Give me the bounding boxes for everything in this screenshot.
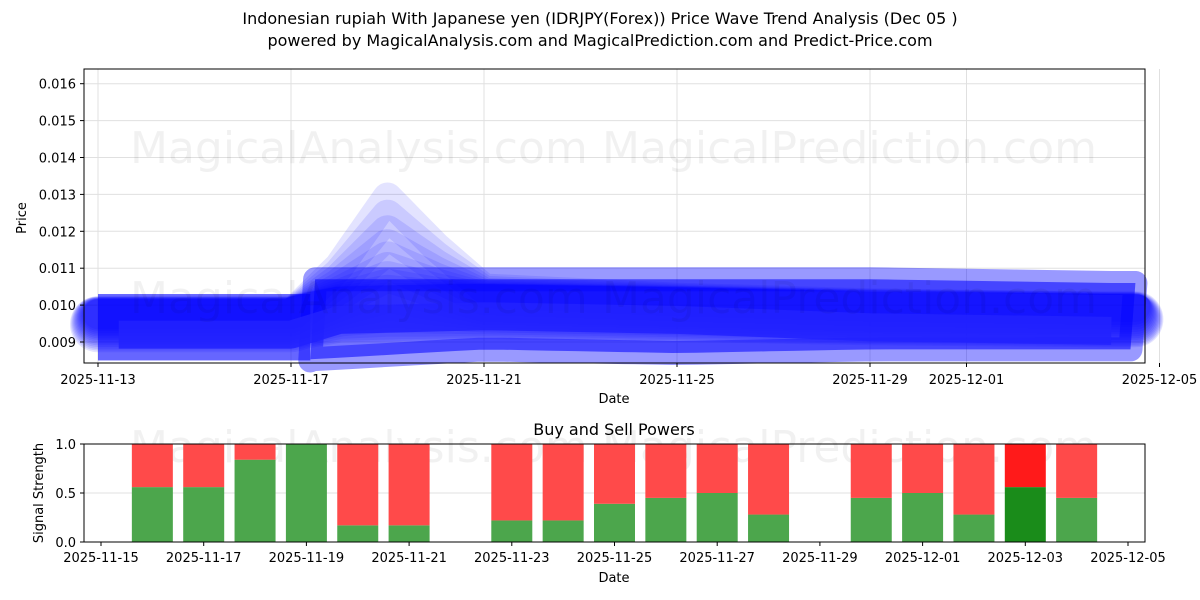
signal-bar [1005, 444, 1046, 542]
x-tick-label: 2025-12-01 [929, 373, 1005, 388]
signal-bar [389, 444, 430, 542]
signal-bar [132, 444, 173, 542]
sell-bar [235, 444, 276, 460]
buy-bar [286, 444, 327, 542]
sell-bar [543, 444, 584, 520]
watermark-top-right: MagicalPrediction.com [602, 123, 1097, 174]
buy-bar [389, 525, 430, 542]
buy-bar [543, 520, 584, 542]
buy-bar [953, 515, 994, 542]
buy-bar [183, 487, 224, 542]
x-tick-label: 2025-11-21 [371, 551, 447, 566]
price-wave-chart: MagicalAnalysis.com MagicalPrediction.co… [15, 69, 1197, 407]
signal-bar [1056, 444, 1097, 542]
y-tick-label: 0.0 [55, 536, 76, 551]
x-tick-label: 2025-12-05 [1122, 373, 1198, 388]
y-tick-label: 0.014 [39, 152, 76, 167]
bottom-ylabel: Signal Strength [32, 443, 47, 543]
sell-bar [183, 444, 224, 487]
signal-bar [902, 444, 943, 542]
y-tick-label: 1.0 [55, 438, 76, 453]
signal-bar [183, 444, 224, 542]
buy-bar [697, 493, 738, 542]
buy-bar [337, 525, 378, 542]
sell-bar [389, 444, 430, 525]
bottom-xlabel: Date [598, 571, 629, 586]
x-tick-label: 2025-12-03 [988, 551, 1064, 566]
sell-bar [953, 444, 994, 515]
top-ylabel: Price [15, 202, 30, 234]
y-tick-label: 0.012 [39, 225, 76, 240]
buy-bar [594, 504, 635, 542]
sell-bar [1056, 444, 1097, 498]
x-tick-label: 2025-11-25 [639, 373, 715, 388]
signal-bar [543, 444, 584, 542]
x-tick-label: 2025-11-21 [446, 373, 522, 388]
signal-bar [645, 444, 686, 542]
y-tick-label: 0.010 [39, 299, 76, 314]
x-tick-label: 2025-11-19 [269, 551, 345, 566]
buy-bar [748, 515, 789, 542]
signal-bar [235, 444, 276, 542]
sell-bar [491, 444, 532, 520]
sell-bar [851, 444, 892, 498]
x-tick-label: 2025-11-25 [577, 551, 653, 566]
y-tick-label: 0.5 [55, 487, 76, 502]
x-tick-label: 2025-11-15 [63, 551, 139, 566]
top-xlabel: Date [598, 392, 629, 407]
y-tick-label: 0.011 [39, 262, 76, 277]
y-tick-label: 0.013 [39, 188, 76, 203]
buy-bar [235, 460, 276, 542]
x-tick-label: 2025-11-29 [832, 373, 908, 388]
x-tick-label: 2025-12-05 [1090, 551, 1166, 566]
x-tick-label: 2025-11-17 [166, 551, 242, 566]
signal-bar [491, 444, 532, 542]
chart-canvas: MagicalAnalysis.com MagicalPrediction.co… [0, 0, 1200, 600]
sell-bar [902, 444, 943, 493]
x-tick-label: 2025-11-17 [253, 373, 329, 388]
sell-bar [594, 444, 635, 504]
signal-bar [851, 444, 892, 542]
x-tick-label: 2025-12-01 [885, 551, 961, 566]
x-tick-label: 2025-11-23 [474, 551, 550, 566]
signal-x-axis: 2025-11-15 2025-11-17 2025-11-19 2025-11-21… [63, 542, 1166, 566]
signal-bar [337, 444, 378, 542]
buy-bar [491, 520, 532, 542]
signal-bar [748, 444, 789, 542]
watermark-top-left: MagicalAnalysis.com [130, 123, 588, 174]
signal-y-axis: 0.0 0.5 1.0 [55, 438, 84, 551]
buy-bar [902, 493, 943, 542]
sell-bar [1005, 444, 1046, 487]
x-tick-label: 2025-11-13 [60, 373, 136, 388]
date-x-axis: 2025-11-13 2025-11-17 2025-11-21 2025-11-25… [60, 363, 1197, 388]
sell-bar [697, 444, 738, 493]
sell-bar [132, 444, 173, 487]
signal-bar [594, 444, 635, 542]
watermark-mid-left: MagicalAnalysis.com [130, 273, 588, 324]
y-tick-label: 0.015 [39, 115, 76, 130]
buy-bar [1005, 487, 1046, 542]
signal-bar [286, 444, 327, 542]
x-tick-label: 2025-11-27 [679, 551, 755, 566]
signal-bar [953, 444, 994, 542]
sell-bar [337, 444, 378, 525]
x-tick-label: 2025-11-29 [782, 551, 858, 566]
buy-bar [851, 498, 892, 542]
buy-bar [645, 498, 686, 542]
sell-bar [748, 444, 789, 515]
buy-sell-chart: Buy and Sell Powers MagicalAnalysis.com … [32, 420, 1166, 586]
sell-bar [645, 444, 686, 498]
watermark-mid-right: MagicalPrediction.com [602, 273, 1097, 324]
buy-bar [1056, 498, 1097, 542]
signal-bar [697, 444, 738, 542]
buy-bar [132, 487, 173, 542]
y-tick-label: 0.009 [39, 336, 76, 351]
y-tick-label: 0.016 [39, 78, 76, 93]
